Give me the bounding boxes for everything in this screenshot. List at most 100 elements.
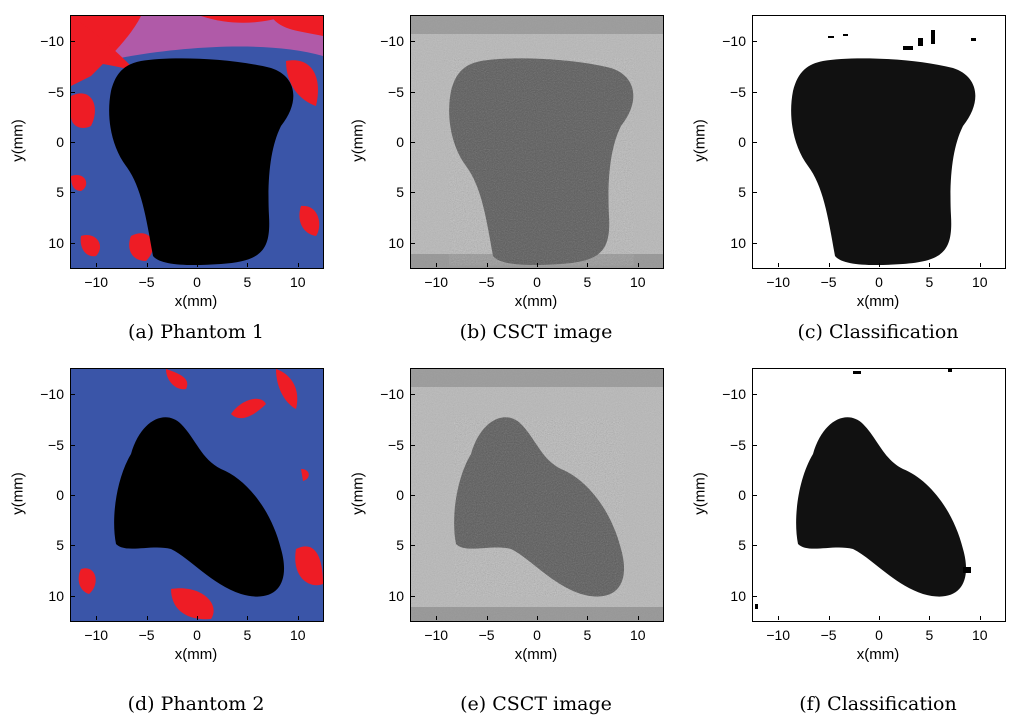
y-tick-mark	[411, 192, 415, 194]
y-tick-mark	[71, 91, 75, 93]
y-tick-label: 10	[48, 587, 64, 604]
y-tick-label: 5	[56, 537, 64, 554]
x-tick-label: 0	[875, 274, 883, 290]
x-tick-mark	[297, 263, 299, 267]
x-tick-label: 0	[533, 274, 541, 290]
y-axis-label: y(mm)	[9, 472, 27, 515]
y-tick-label: 10	[730, 587, 746, 604]
x-tick-label: 10	[972, 274, 988, 290]
x-tick-mark	[979, 616, 981, 620]
red-patch	[71, 93, 95, 128]
x-tick-mark	[486, 616, 488, 620]
red-patch	[129, 233, 154, 261]
plot-area	[70, 368, 324, 622]
y-tick-label: 10	[388, 234, 404, 251]
x-tick-label: −5	[138, 627, 155, 643]
x-tick-label: −5	[820, 627, 837, 643]
classified-blob	[791, 58, 976, 266]
y-tick-mark	[71, 41, 75, 43]
red-patch	[71, 16, 136, 71]
speckle	[755, 604, 758, 609]
x-tick-mark	[486, 263, 488, 267]
y-tick-mark	[71, 444, 75, 446]
y-tick-label: −5	[48, 436, 64, 453]
panel-caption: (b) CSCT image	[459, 321, 613, 343]
x-axis-label: x(mm)	[514, 646, 558, 663]
x-tick-label: 10	[972, 627, 988, 643]
y-tick-mark	[71, 545, 75, 547]
x-tick-label: 10	[290, 627, 306, 643]
speckle	[931, 30, 935, 44]
x-tick-mark	[96, 263, 98, 267]
x-tick-mark	[436, 263, 438, 267]
x-tick-mark	[587, 616, 589, 620]
classified-blob	[796, 417, 967, 597]
magenta-region	[71, 16, 323, 76]
y-tick-mark	[71, 142, 75, 143]
y-tick-label: −5	[388, 436, 404, 453]
panel-image-csct1	[411, 16, 663, 268]
x-tick-mark	[146, 263, 148, 267]
panel-image-phantom1	[71, 16, 323, 268]
panel-image-class2	[753, 369, 1005, 621]
x-tick-label: 5	[925, 274, 934, 290]
x-tick-label: −10	[424, 274, 449, 290]
x-tick-label: −10	[766, 627, 791, 643]
y-tick-label: −5	[388, 83, 404, 100]
x-tick-label: 5	[243, 627, 252, 643]
y-tick-label: −5	[730, 83, 746, 100]
panel-caption: (e) CSCT image	[460, 693, 612, 715]
red-patch	[201, 16, 286, 23]
x-tick-mark	[828, 616, 830, 620]
x-tick-label: −5	[478, 627, 495, 643]
x-tick-label: −5	[820, 274, 837, 290]
y-tick-mark	[71, 394, 75, 396]
y-tick-mark	[753, 192, 757, 194]
y-tick-label: −10	[722, 33, 746, 50]
y-tick-mark	[71, 242, 75, 244]
y-tick-label: −10	[380, 386, 404, 403]
plot-area	[752, 15, 1006, 269]
x-tick-label: 5	[583, 627, 592, 643]
x-axis-label: x(mm)	[514, 293, 558, 310]
plot-area	[752, 368, 1006, 622]
y-tick-mark	[753, 41, 757, 43]
x-tick-mark	[197, 616, 198, 620]
y-tick-mark	[71, 595, 75, 597]
y-tick-mark	[753, 142, 757, 143]
x-tick-label: −10	[424, 627, 449, 643]
x-tick-label: 0	[193, 274, 201, 290]
panel-caption: (f) Classification	[799, 693, 957, 715]
x-tick-label: −10	[766, 274, 791, 290]
y-tick-label: 0	[396, 134, 404, 150]
y-tick-label: −10	[40, 33, 64, 50]
y-tick-label: −5	[48, 83, 64, 100]
x-tick-label: −5	[478, 274, 495, 290]
x-tick-label: 5	[243, 274, 252, 290]
x-axis-label: x(mm)	[174, 293, 218, 310]
y-tick-mark	[71, 495, 75, 496]
x-tick-mark	[587, 263, 589, 267]
y-tick-label: 5	[396, 537, 404, 554]
x-tick-label: −10	[84, 627, 109, 643]
x-tick-mark	[537, 616, 538, 620]
speckle	[948, 369, 952, 372]
y-tick-mark	[753, 495, 757, 496]
y-tick-mark	[753, 394, 757, 396]
speckle	[918, 38, 923, 46]
panel-caption: (d) Phantom 2	[127, 693, 265, 715]
y-tick-label: 5	[396, 184, 404, 201]
y-tick-label: 0	[738, 487, 746, 503]
plot-area	[410, 368, 664, 622]
red-patch	[299, 205, 320, 236]
speckle	[843, 34, 848, 36]
x-tick-mark	[197, 263, 198, 267]
x-tick-mark	[146, 616, 148, 620]
x-tick-mark	[929, 263, 931, 267]
y-tick-label: 10	[48, 234, 64, 251]
y-tick-label: 0	[396, 487, 404, 503]
y-tick-mark	[411, 444, 415, 446]
red-patch	[71, 174, 87, 191]
y-tick-label: 5	[738, 184, 746, 201]
x-tick-mark	[929, 616, 931, 620]
